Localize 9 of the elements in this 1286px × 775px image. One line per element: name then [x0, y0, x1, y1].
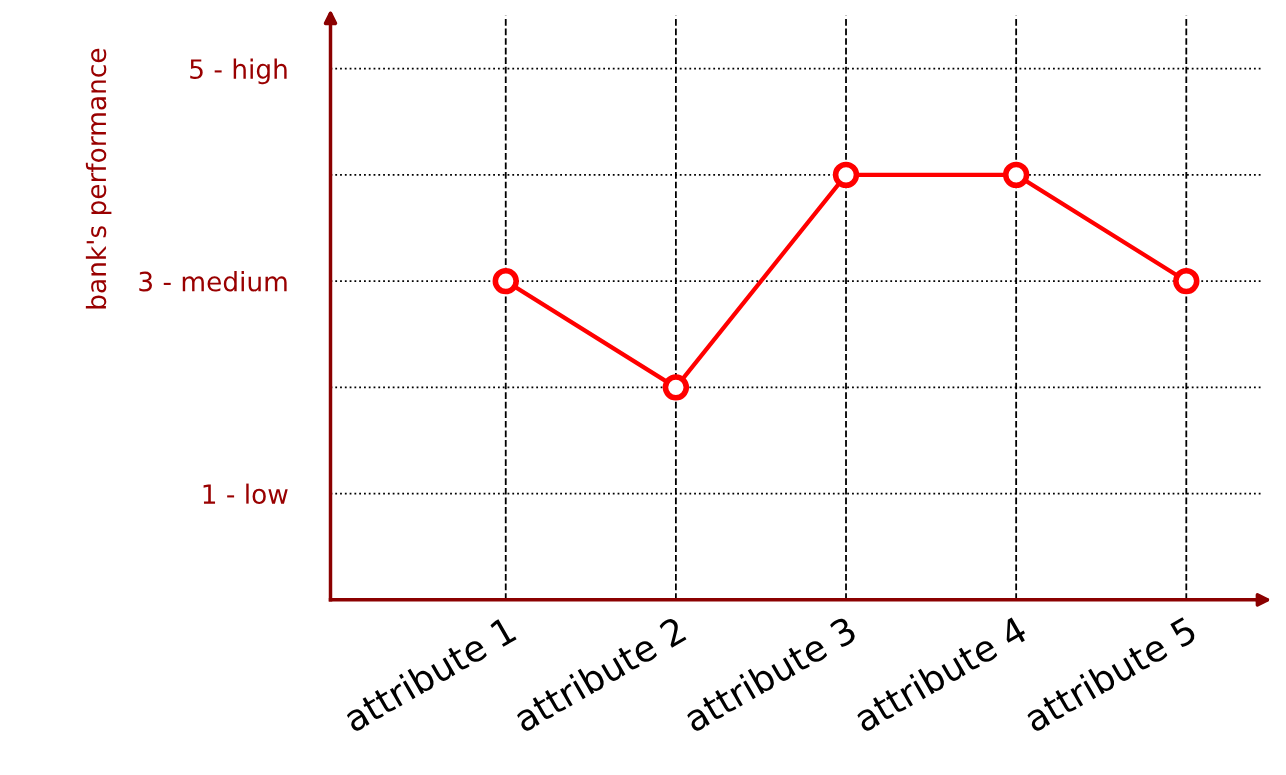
y-axis-title: bank's performance: [85, 48, 112, 309]
point: [1002, 161, 1030, 189]
point: [662, 374, 690, 401]
point: [832, 161, 860, 189]
y-tick-label: 3 - medium: [139, 271, 287, 292]
y-tick-label: 1 - low: [203, 483, 288, 505]
point: [1173, 267, 1200, 295]
y-tick-label: 5 - high: [190, 58, 287, 85]
point: [492, 267, 519, 295]
